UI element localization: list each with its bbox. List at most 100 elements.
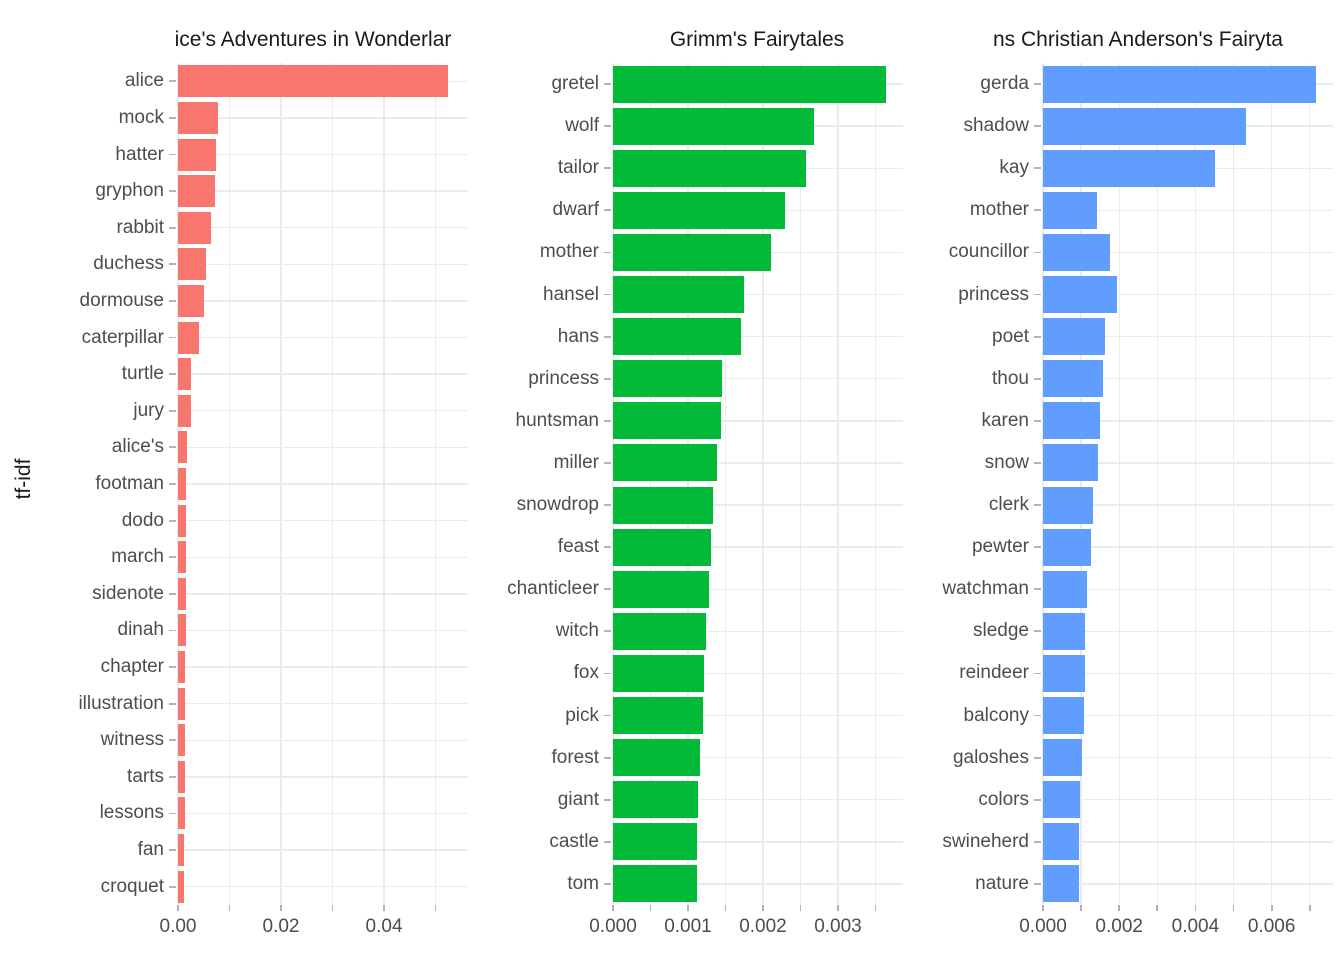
h-gridline — [613, 630, 903, 633]
x-axis-tick — [228, 905, 231, 911]
h-gridline — [613, 504, 903, 506]
bar — [1043, 65, 1317, 103]
category-label: fan — [137, 839, 164, 861]
category-label: miller — [553, 451, 599, 473]
category-label: poet — [992, 325, 1029, 347]
category-axis-tick — [1034, 377, 1041, 380]
h-gridline — [613, 672, 903, 675]
category-axis-tick — [169, 336, 176, 339]
category-axis-tick — [1034, 335, 1041, 338]
facet-strip-title: ice's Adventures in Wonderlar — [174, 28, 452, 51]
category-label: princess — [958, 283, 1029, 305]
bar — [1043, 444, 1098, 482]
category-label: hansel — [543, 283, 599, 305]
category-label: croquet — [100, 875, 164, 897]
v-gridline — [874, 63, 877, 905]
category-axis-tick — [1034, 504, 1041, 506]
h-gridline — [1043, 335, 1333, 338]
bar — [178, 175, 216, 208]
category-axis-tick — [1034, 293, 1041, 296]
x-axis-tick — [434, 905, 437, 911]
category-label: castle — [549, 830, 599, 852]
category-axis-tick — [604, 672, 611, 675]
v-gridline — [649, 63, 652, 905]
h-gridline — [178, 446, 468, 449]
category-axis-tick — [604, 588, 611, 591]
category-axis-tick — [1034, 83, 1041, 85]
facet-panel — [612, 63, 903, 905]
category-label: jury — [133, 399, 164, 421]
category-label: gretel — [551, 73, 599, 95]
h-gridline — [178, 117, 468, 119]
category-label: witch — [555, 620, 599, 642]
category-axis-tick — [1034, 756, 1041, 759]
category-label: dormouse — [79, 289, 165, 311]
h-gridline — [178, 666, 468, 668]
category-axis-tick — [169, 592, 176, 595]
category-axis-tick — [169, 300, 176, 302]
bar — [1043, 402, 1101, 440]
x-axis-tick — [762, 905, 764, 911]
category-label: snowdrop — [516, 494, 599, 516]
bar — [613, 739, 700, 777]
category-axis-tick — [1034, 840, 1041, 843]
h-gridline — [1043, 546, 1333, 548]
h-gridline — [178, 336, 468, 339]
h-gridline — [178, 483, 468, 485]
category-label: balcony — [963, 704, 1030, 726]
bar — [178, 504, 186, 537]
h-gridline — [178, 702, 468, 705]
bar — [1043, 823, 1079, 861]
category-label: fox — [573, 662, 599, 684]
bar — [1043, 486, 1093, 524]
bar — [1043, 697, 1085, 735]
v-gridline — [228, 63, 231, 905]
category-label: colors — [978, 788, 1029, 810]
h-gridline — [178, 739, 468, 741]
h-gridline — [613, 799, 903, 801]
bar — [613, 402, 721, 440]
category-axis-tick — [169, 409, 176, 412]
category-label: dwarf — [552, 199, 599, 221]
category-axis-tick — [169, 666, 176, 668]
h-gridline — [178, 300, 468, 302]
x-tick-label: 0.000 — [589, 916, 637, 937]
bar — [613, 149, 806, 187]
h-gridline — [178, 849, 468, 851]
x-axis-tick — [724, 905, 727, 911]
category-axis-tick — [604, 419, 611, 422]
category-axis-tick — [604, 293, 611, 296]
category-label: huntsman — [515, 409, 599, 431]
bar — [178, 797, 185, 830]
category-label: shadow — [963, 115, 1030, 137]
h-gridline — [178, 593, 468, 595]
x-tick-label: 0.003 — [814, 916, 862, 937]
category-label: alice — [124, 70, 164, 92]
bar — [178, 834, 185, 867]
bar — [1043, 318, 1106, 356]
category-label: hans — [557, 325, 599, 347]
category-label: karen — [981, 409, 1029, 431]
v-gridline — [837, 63, 839, 905]
x-axis-tick — [799, 905, 802, 911]
category-label: dodo — [121, 509, 164, 531]
h-gridline — [1043, 588, 1333, 590]
facet-panel — [177, 63, 468, 905]
category-axis-tick — [1034, 588, 1041, 591]
h-gridline — [178, 519, 468, 522]
bar — [613, 570, 709, 608]
bar — [178, 651, 186, 684]
bar — [613, 697, 703, 735]
v-gridline — [1309, 63, 1311, 905]
x-axis-tick — [837, 905, 839, 911]
category-axis-tick — [604, 756, 611, 759]
category-label: witness — [100, 729, 164, 751]
category-label: mother — [969, 199, 1029, 221]
category-label: giant — [557, 788, 599, 810]
category-label: mother — [539, 241, 599, 263]
bar — [178, 101, 219, 134]
bar — [1043, 191, 1098, 229]
category-label: tarts — [127, 765, 164, 787]
h-gridline — [178, 190, 468, 192]
